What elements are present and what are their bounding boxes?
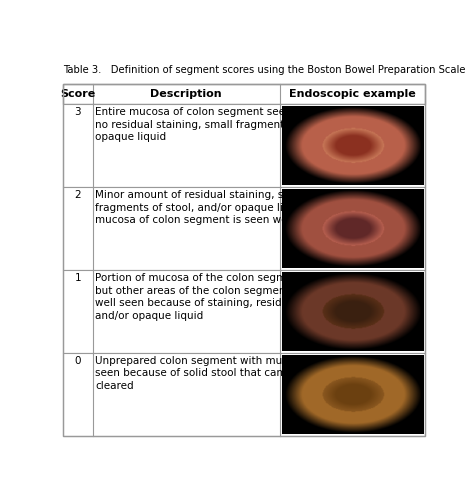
Bar — [63, 187, 425, 270]
Bar — [63, 85, 425, 104]
Text: Score: Score — [60, 89, 95, 99]
Bar — [63, 270, 425, 353]
Text: 1: 1 — [74, 273, 81, 283]
Text: Table 3.   Definition of segment scores using the Boston Bowel Preparation Scale: Table 3. Definition of segment scores us… — [63, 65, 465, 75]
Bar — [63, 353, 425, 436]
Text: 0: 0 — [74, 356, 81, 366]
Text: Description: Description — [151, 89, 222, 99]
Text: Portion of mucosa of the colon segment seen,
but other areas of the colon segmen: Portion of mucosa of the colon segment s… — [95, 273, 335, 321]
Text: 2: 2 — [74, 190, 81, 200]
Bar — [63, 104, 425, 187]
Text: Unprepared colon segment with mucosa not
seen because of solid stool that cannot: Unprepared colon segment with mucosa not… — [95, 356, 327, 391]
Text: 3: 3 — [74, 107, 81, 117]
Text: Entire mucosa of colon segment seen well, with
no residual staining, small fragm: Entire mucosa of colon segment seen well… — [95, 107, 349, 142]
Text: Endoscopic example: Endoscopic example — [289, 89, 416, 99]
Text: Minor amount of residual staining, small
fragments of stool, and/or opaque liqui: Minor amount of residual staining, small… — [95, 190, 330, 225]
